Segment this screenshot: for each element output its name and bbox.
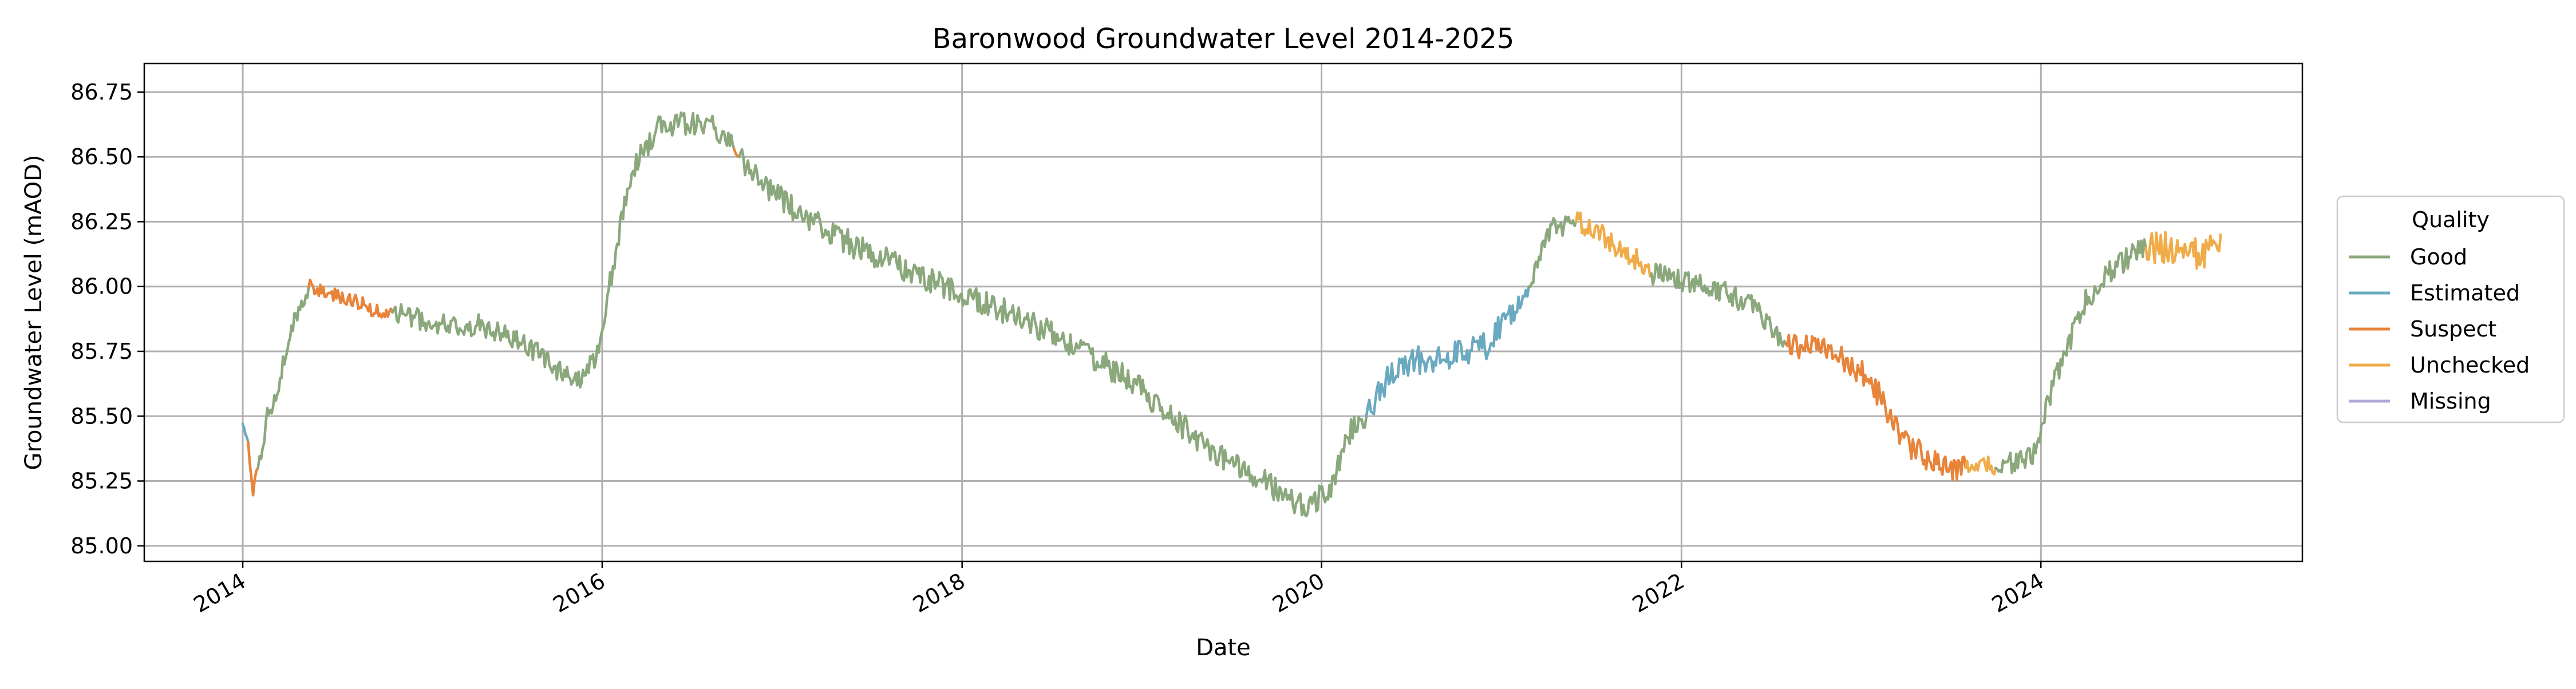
y-tick-label: 86.25	[70, 209, 133, 234]
series-layer	[241, 111, 2222, 518]
legend-label-missing: Missing	[2410, 389, 2491, 414]
series-line-suspect	[307, 278, 394, 319]
y-tick-label: 86.50	[70, 144, 133, 169]
series-line-good	[737, 148, 1368, 518]
series-line-unchecked	[2144, 231, 2222, 270]
legend-label-good: Good	[2410, 244, 2467, 270]
legend-title: Quality	[2412, 207, 2490, 232]
series-line-good	[256, 285, 310, 470]
series-line-unchecked	[1964, 456, 1997, 476]
legend-box	[2336, 195, 2565, 423]
y-tick-label: 86.75	[70, 80, 133, 105]
y-axis-title: Groundwater Level (mAOD)	[21, 155, 47, 470]
x-axis-title: Date	[1196, 635, 1251, 661]
legend-label-estimated: Estimated	[2410, 280, 2520, 306]
series-line-good	[1527, 215, 1578, 288]
series-line-good	[391, 111, 736, 389]
y-tick-label: 85.25	[70, 469, 133, 494]
plot-area-frame	[143, 62, 2304, 563]
y-tick-label: 85.00	[70, 533, 133, 559]
y-tick-label: 85.75	[70, 339, 133, 364]
y-tick-label: 86.00	[70, 274, 133, 299]
series-line-estimated	[241, 422, 250, 444]
legend-label-unchecked: Unchecked	[2410, 353, 2530, 378]
series-line-good	[1994, 238, 2147, 474]
grid-layer	[144, 64, 2302, 561]
series-line-unchecked	[1575, 211, 1653, 278]
y-tick-label: 85.50	[70, 403, 133, 429]
legend: Quality Good Estimated Suspect Unchecked Mis…	[2336, 195, 2565, 423]
series-line-estimated	[1365, 285, 1530, 418]
legend-entries: Good Estimated Suspect Unchecked Missing	[2349, 244, 2530, 414]
legend-label-suspect: Suspect	[2410, 316, 2496, 342]
chart-title: Baronwood Groundwater Level 2014-2025	[933, 23, 1515, 55]
series-line-good	[1650, 262, 1787, 348]
series-line-suspect	[1784, 334, 1967, 481]
series-line-suspect	[247, 441, 259, 497]
